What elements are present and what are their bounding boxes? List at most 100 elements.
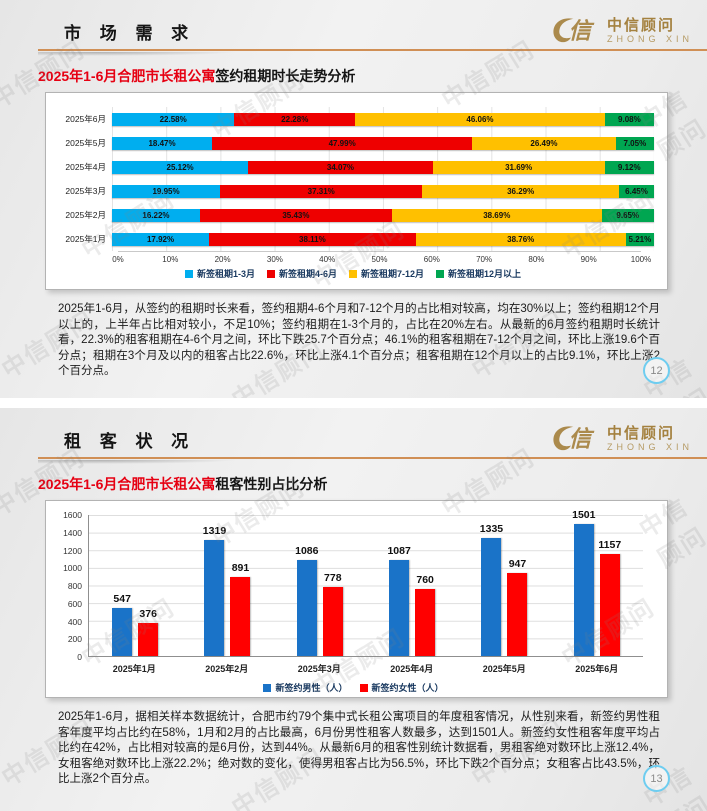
segment-value-label: 47.99% — [328, 138, 356, 148]
x-axis-tick: 40% — [319, 255, 336, 264]
y-axis-tick: 1400 — [63, 527, 82, 538]
bar-value-label: 376 — [139, 607, 157, 620]
header-divider — [38, 457, 707, 464]
slide-market-demand: 市 场 需 求 信 中信顾问 ZHONG XIN 2025年1-6月合肥市长租公… — [0, 0, 707, 398]
bar: 1086 — [295, 545, 318, 656]
category-label: 2025年3月 — [297, 664, 341, 674]
bar-value-label: 1319 — [202, 524, 227, 537]
chart-panel-gender-ratio: 0 200 400 600 800 1000 1200 1400 1600 547 376 1319 8… — [45, 500, 668, 698]
logo-sub: ZHONG XIN — [606, 442, 693, 452]
svg-text:信: 信 — [568, 17, 594, 43]
y-axis-tick: 800 — [67, 581, 82, 591]
bar-value-label: 1335 — [479, 523, 504, 536]
svg-text:信: 信 — [568, 425, 594, 451]
header-divider — [38, 49, 707, 56]
bar-segment: 9.08% — [604, 112, 654, 126]
bar-segment: 18.47% — [112, 136, 213, 150]
bar-group: 1087 760 — [380, 515, 444, 656]
legend-label: 新签租期7-12月 — [361, 269, 425, 279]
legend-item: 新签租期12月以上 — [436, 267, 521, 280]
bar-segment: 25.12% — [112, 160, 249, 174]
bar: 1087 — [387, 545, 411, 656]
legend-item: 新签租期7-12月 — [349, 267, 424, 280]
bar: 760 — [415, 574, 436, 656]
bar-group: 1501 1157 — [565, 509, 629, 656]
logo-sub: ZHONG XIN — [606, 34, 693, 44]
bar-value-label: 1087 — [387, 545, 411, 558]
bar-segment: 7.05% — [615, 136, 654, 150]
segment-value-label: 36.29% — [507, 186, 535, 196]
bar-groups: 547 376 1319 891 1086 778 1087 760 1335 947 1501 11… — [89, 509, 643, 656]
chart-title-rest: 租客性别占比分析 — [215, 476, 328, 492]
slide-header: 租 客 状 况 信 中信顾问 ZHONG XIN — [64, 420, 693, 458]
bar-segment: 31.69% — [432, 160, 605, 174]
segment-value-label: 18.47% — [148, 138, 176, 148]
page-number-badge: 12 — [643, 357, 670, 384]
bar-segment: 19.95% — [112, 184, 221, 198]
x-axis-tick: 90% — [580, 255, 597, 264]
bar-value-label: 778 — [324, 572, 342, 585]
bar-segment: 38.11% — [209, 232, 416, 246]
bar-segment: 5.21% — [625, 232, 654, 246]
bar: 376 — [138, 608, 159, 656]
logo-name: 中信顾问 — [606, 17, 675, 34]
bar-segment: 6.45% — [619, 184, 654, 198]
segment-value-label: 22.58% — [159, 114, 187, 124]
bar-group: 1335 947 — [472, 515, 536, 656]
segment-value-label: 19.95% — [152, 186, 180, 196]
category-label: 2025年2月 — [65, 210, 106, 220]
segment-value-label: 38.69% — [483, 210, 511, 220]
segment-value-label: 38.11% — [299, 234, 326, 244]
chart-row: 2025年2月 16.22% 35.43% 38.69% 9.65% — [52, 203, 654, 227]
legend-color-chip — [436, 269, 445, 278]
segment-value-label: 5.21% — [628, 234, 652, 244]
bar-track: 22.58% 22.28% 46.06% 9.08% — [112, 107, 654, 131]
category-label: 2025年1月 — [112, 664, 156, 674]
plot-area: 547 376 1319 891 1086 778 1087 760 1335 947 1501 11… — [88, 509, 643, 657]
bar-value-label: 947 — [508, 557, 527, 570]
bar: 1319 — [203, 525, 226, 656]
stacked-bar-chart: 2025年6月 22.58% 22.28% 46.06% 9.08% 2025年5月 18.… — [46, 93, 667, 289]
chart-main: 0 200 400 600 800 1000 1200 1400 1600 547 376 1319 8… — [50, 509, 657, 662]
bar-group: 1319 891 — [195, 515, 259, 656]
segment-value-label: 46.06% — [466, 114, 494, 124]
y-axis-tick: 0 — [77, 652, 82, 662]
grouped-column-chart: 0 200 400 600 800 1000 1200 1400 1600 547 376 1319 8… — [46, 501, 667, 697]
bar-segment: 47.99% — [212, 136, 473, 150]
x-axis-tick: 50% — [371, 255, 388, 264]
stacked-bar: 16.22% 35.43% 38.69% 9.65% — [112, 208, 654, 222]
x-axis: 0% 10% 20% 30% 40% 50% 60% 70% 80% 90% 100% — [112, 251, 651, 264]
category-label: 2025年6月 — [575, 664, 619, 674]
bar-track: 17.92% 38.11% 38.76% 5.21% — [112, 227, 654, 251]
bar-segment: 35.43% — [199, 208, 392, 222]
category-label: 2025年6月 — [65, 114, 106, 124]
section-title: 租 客 状 况 — [64, 431, 196, 451]
y-axis-tick: 1200 — [63, 545, 82, 556]
chart-legend: 新签租期1-3月 新签租期4-6月 新签租期7-12月 新签租期12月以上 — [52, 267, 654, 280]
y-axis: 0 200 400 600 800 1000 1200 1400 1600 — [50, 510, 88, 662]
stacked-bar: 17.92% 38.11% 38.76% 5.21% — [112, 232, 654, 246]
bar-segment: 9.12% — [604, 160, 654, 174]
chart-row: 2025年1月 17.92% 38.11% 38.76% 5.21% — [52, 227, 654, 251]
segment-value-label: 26.49% — [530, 138, 558, 148]
page-number-badge: 13 — [643, 765, 670, 792]
logo-text: 中信顾问 ZHONG XIN — [607, 17, 693, 45]
slide-tenant-status: 租 客 状 况 信 中信顾问 ZHONG XIN 2025年1-6月合肥市长租公… — [0, 408, 707, 811]
bar: 547 — [112, 593, 133, 656]
bar-segment: 38.69% — [391, 208, 602, 222]
bar-segment: 46.06% — [355, 112, 605, 126]
bar-group: 547 376 — [103, 515, 167, 656]
segment-value-label: 9.12% — [617, 162, 641, 172]
segment-value-label: 17.92% — [146, 234, 175, 244]
category-label: 2025年5月 — [482, 664, 526, 674]
segment-value-label: 35.43% — [282, 210, 310, 220]
segment-value-label: 37.31% — [307, 186, 335, 196]
segment-value-label: 31.69% — [505, 162, 533, 172]
y-axis-tick: 400 — [67, 616, 82, 627]
legend-item: 新签约男性（人） — [263, 681, 348, 694]
legend-label: 新签约女性（人） — [371, 683, 444, 693]
zhongxin-logo: 信 中信顾问 ZHONG XIN — [549, 13, 693, 49]
segment-value-label: 6.45% — [625, 186, 648, 196]
legend-label: 新签租期12月以上 — [448, 269, 522, 279]
